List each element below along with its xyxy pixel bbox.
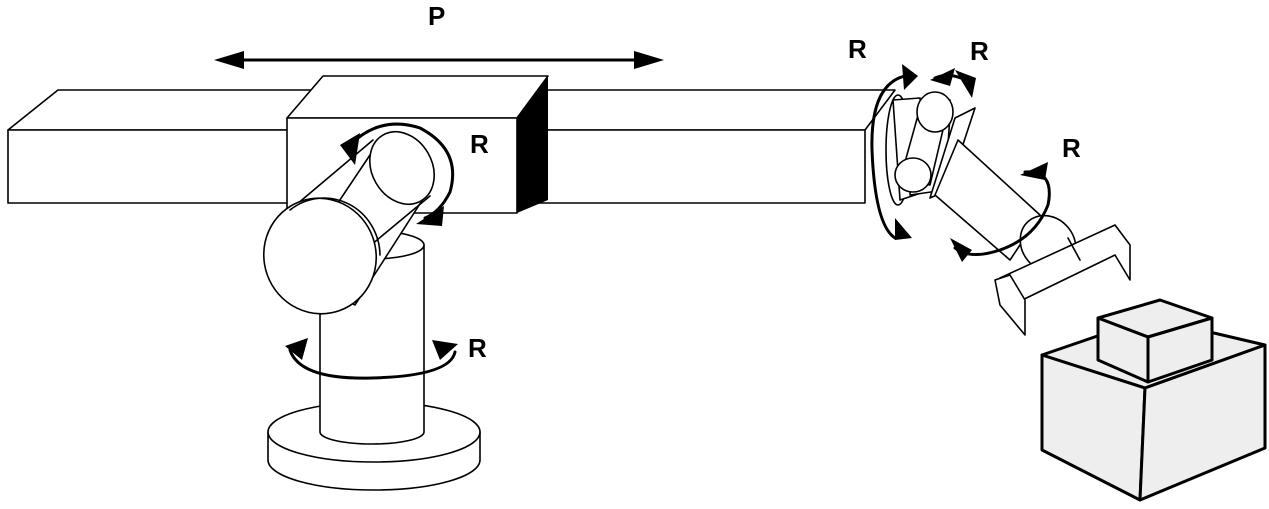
shoulder-rotation-label: R — [470, 129, 489, 159]
prismatic-arrow — [214, 51, 664, 69]
workpiece-box-small — [1096, 298, 1214, 384]
shoulder-rotation-arrow — [340, 122, 455, 226]
shoulder-cylinder — [262, 131, 435, 315]
wrist-rotation-label-2: R — [970, 36, 989, 66]
prismatic-joint-label: P — [428, 1, 445, 31]
base-rotation-label: R — [468, 333, 487, 363]
base-rotation-arrow — [285, 338, 458, 380]
wrist-rotation-arrow-1 — [870, 64, 918, 240]
wrist-rotation-label-3: R — [1062, 133, 1081, 163]
wrist-rotation-arrow-3 — [950, 162, 1051, 262]
wrist-assembly — [885, 91, 1131, 336]
wrist-rotation-arrow-2 — [930, 68, 976, 98]
wrist-rotation-label-1: R — [848, 34, 867, 64]
